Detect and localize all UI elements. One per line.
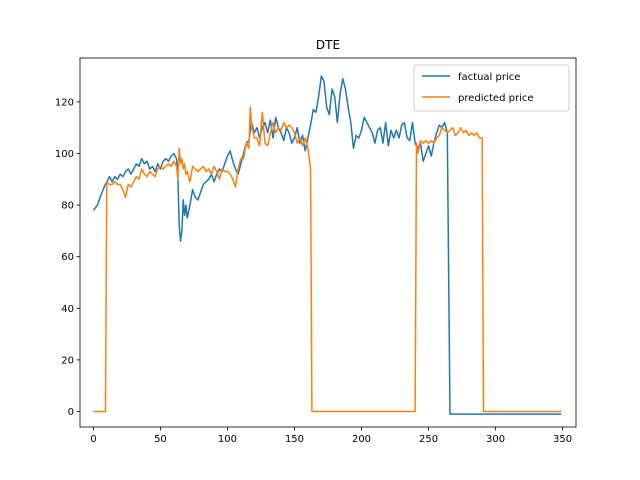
y-tick-label: 60 — [61, 252, 74, 263]
y-axis: 0 20 40 60 80 100 120 — [55, 97, 80, 418]
x-tick-label: 350 — [553, 434, 572, 445]
x-tick-label: 100 — [218, 434, 237, 445]
y-tick-label: 40 — [61, 304, 74, 315]
x-tick-label: 250 — [419, 434, 438, 445]
chart-title: DTE — [316, 38, 340, 52]
x-tick-label: 50 — [154, 434, 167, 445]
series-line-predicted-price — [93, 106, 562, 413]
legend-box — [413, 64, 570, 112]
legend: factual price predicted price — [413, 64, 570, 112]
x-tick-label: 300 — [486, 434, 505, 445]
x-axis: 0 50 100 150 200 250 300 350 — [90, 427, 572, 445]
y-tick-label: 20 — [61, 355, 74, 366]
y-tick-label: 80 — [61, 201, 74, 212]
x-tick-label: 0 — [90, 434, 96, 445]
legend-label: predicted price — [458, 93, 534, 104]
legend-label: factual price — [458, 72, 520, 83]
y-tick-label: 100 — [55, 149, 74, 160]
y-tick-label: 120 — [55, 97, 74, 108]
y-tick-label: 0 — [68, 407, 74, 418]
x-tick-label: 200 — [352, 434, 371, 445]
x-tick-label: 150 — [285, 434, 304, 445]
axes-frame — [79, 57, 577, 428]
axes-border — [79, 57, 577, 428]
plot-area — [92, 75, 562, 415]
